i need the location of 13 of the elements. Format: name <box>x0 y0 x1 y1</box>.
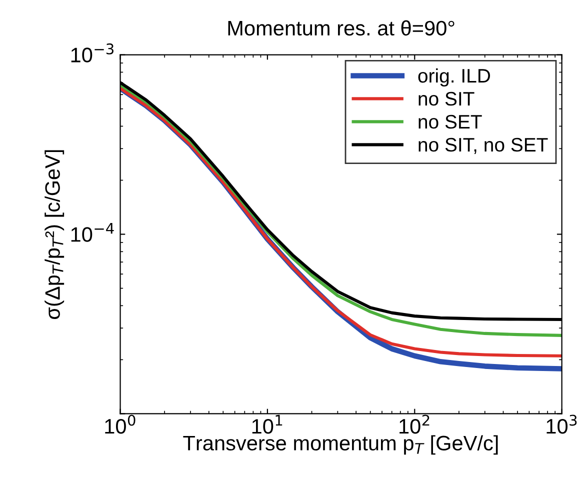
x-tick-label: 10$^{1}$ <box>252 414 282 434</box>
x-axis-title: Transverse momentum p$_{T}$ [GeV/c] <box>183 435 498 455</box>
x-tick-label: 10$^{3}$ <box>546 414 577 434</box>
legend-label: no SIT, no SET <box>418 138 548 154</box>
y-tick-label: 10$^{−3}$ <box>71 43 114 62</box>
chart-title: Momentum res. at θ=90° <box>228 20 454 36</box>
y-tick-label: 10$^{−4}$ <box>71 223 114 242</box>
legend-label: orig. ILD <box>418 68 490 87</box>
x-tick-label: 10$^{0}$ <box>105 414 136 434</box>
legend-label: no SIT <box>418 92 474 106</box>
y-axis-title: σ(Δp$_{T}$/p$_{T}$²) [c/GeV] <box>44 150 64 320</box>
legend-label: no SET <box>418 114 482 129</box>
x-tick-label: 10$^{2}$ <box>400 414 430 434</box>
